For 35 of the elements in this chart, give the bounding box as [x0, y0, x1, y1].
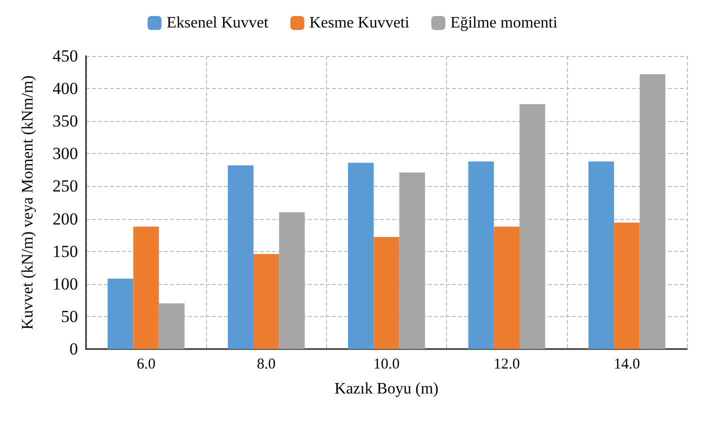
y-tick-label: 50 [61, 306, 78, 326]
bar [468, 161, 494, 349]
y-tick-label: 400 [52, 79, 78, 98]
y-tick-label: 250 [52, 176, 78, 196]
bar [348, 162, 374, 349]
bar [614, 222, 640, 349]
bar [588, 161, 614, 349]
bar [399, 172, 425, 349]
y-tick-label: 350 [52, 112, 78, 131]
y-tick-label: 300 [52, 144, 78, 164]
y-tick-label: 450 [52, 46, 78, 66]
legend-label: Eğilme momenti [450, 14, 558, 32]
bar [640, 74, 666, 349]
x-tick-label: 8.0 [256, 356, 276, 372]
y-tick-label: 150 [52, 242, 78, 261]
x-tick-label: 12.0 [494, 356, 520, 372]
x-tick-label: 6.0 [136, 356, 156, 372]
y-tick-label: 200 [52, 209, 78, 228]
x-tick-label: 10.0 [373, 356, 400, 372]
bar [520, 104, 546, 349]
x-tick-label: 14.0 [614, 356, 640, 372]
bar [108, 278, 134, 349]
bar [374, 237, 400, 349]
x-axis-title: Kazık Boyu (m) [334, 380, 438, 398]
bar [158, 303, 185, 349]
legend-label: Kesme Kuvveti [309, 14, 410, 32]
y-axis-title: Kuvvet (kN/m) veya Moment (kNm/m) [20, 75, 36, 330]
bar [279, 212, 305, 349]
y-tick-label: 0 [70, 340, 78, 358]
bar [253, 254, 280, 349]
bar [494, 226, 520, 349]
bar [133, 226, 159, 349]
bar [228, 165, 254, 349]
legend-label: Eksenel Kuvvet [166, 14, 269, 32]
y-tick-label: 100 [52, 274, 78, 294]
